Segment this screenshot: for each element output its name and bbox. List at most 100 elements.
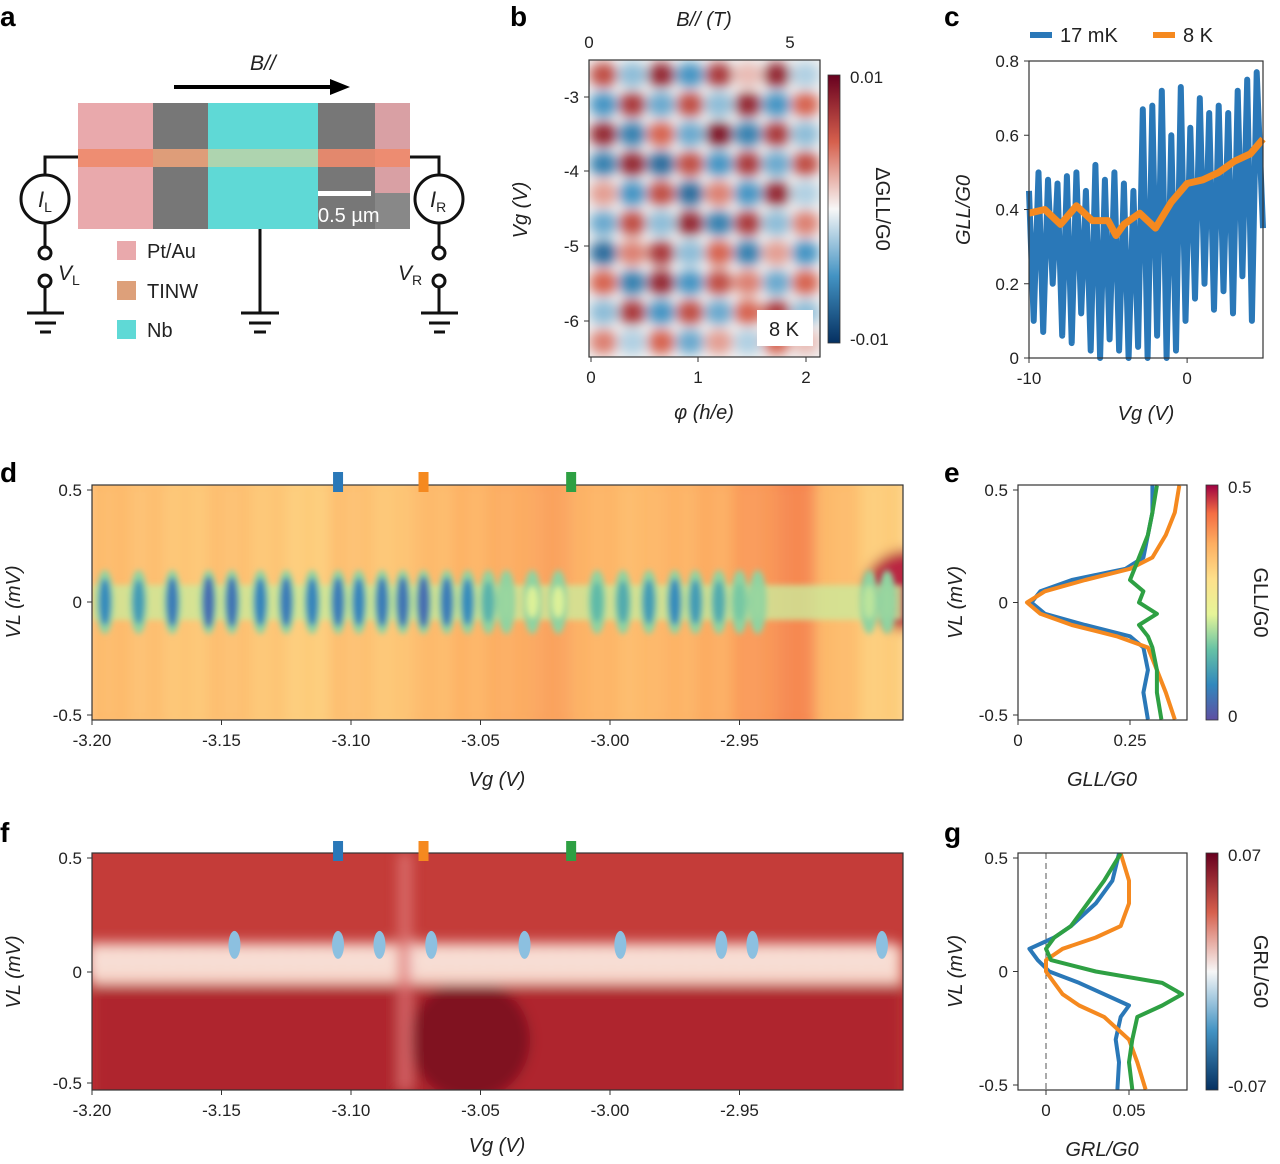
heatmap-cell (618, 62, 647, 88)
c-y-tick-label: 0.4 (995, 201, 1019, 220)
b-top-xlabel: B// (T) (676, 9, 732, 31)
c-y-tick-label: 0.6 (995, 126, 1019, 145)
zero-bias-peak (655, 938, 663, 983)
zero-bias-peak (817, 938, 825, 983)
zero-bias-dip (526, 586, 539, 618)
linecut-marker (566, 841, 577, 861)
linecut-marker (418, 472, 429, 492)
zero-bias-dip (132, 579, 145, 625)
heatmap-cell (705, 270, 733, 296)
b-y-tick-label: -5 (564, 237, 579, 256)
noisy-column (398, 853, 412, 1090)
b-ylabel: Vg (V) (510, 182, 532, 239)
heatmap-cell (589, 240, 618, 266)
plot-g-ylabel: VL (mV) (945, 935, 967, 1008)
terminal-right-2 (431, 273, 447, 289)
zero-bias-dip (552, 586, 565, 618)
b-top-x-tick-label: 0 (584, 33, 593, 52)
voltage-right-label: VR (398, 262, 422, 288)
plot-e-xlabel: GLL/G0 (1067, 769, 1137, 791)
substrate (375, 193, 410, 229)
zero-bias-peak (857, 938, 866, 983)
zero-bias-dip (417, 576, 430, 628)
heatmap-cell (705, 210, 733, 236)
heatmap-cell (762, 240, 791, 266)
heatmap-cell (676, 151, 704, 177)
wire-right (410, 155, 441, 175)
heatmap-cell (618, 92, 647, 118)
heatmap-cell (762, 181, 791, 207)
zero-bias-peak (290, 938, 299, 983)
plot-e-y-tick-label: 0.5 (984, 481, 1008, 500)
heatmap-cell (618, 299, 647, 325)
panel-label-g: g (944, 817, 961, 848)
zero-bias-peak (344, 938, 353, 983)
heatmap-cell (676, 270, 704, 296)
negative-spot (228, 930, 241, 959)
heatmap-cell (618, 151, 647, 177)
heatmap-cell (676, 240, 704, 266)
heatmap-cell (791, 92, 820, 118)
field-arrow-head (330, 79, 350, 95)
zero-bias-dip (616, 580, 629, 624)
dark-region (410, 980, 530, 1090)
heatmap-cell (589, 210, 618, 236)
negative-spot (614, 930, 627, 959)
zero-bias-dip (751, 583, 764, 621)
colorbar-e-title: GLL/G0 (1249, 567, 1271, 637)
heatmap-cell (647, 329, 676, 355)
b-y-tick-label: -6 (564, 312, 579, 331)
heatmap-cell (618, 210, 647, 236)
zero-bias-dip (668, 578, 681, 626)
b-y-tick-label: -4 (564, 162, 579, 181)
zero-bias-peak (169, 938, 177, 983)
zero-bias-peak (776, 938, 785, 983)
ground-right-icon (421, 311, 458, 334)
heatmap-cell (762, 270, 791, 296)
series-line-17mk (1026, 69, 1266, 361)
plot-e-ylabel: VL (mV) (945, 566, 967, 639)
heatmap-cell (705, 181, 733, 207)
legend-label-nb: Nb (147, 320, 173, 342)
linecut-marker (333, 841, 344, 861)
zero-bias-peak (682, 938, 690, 983)
current-right-label: IR (430, 187, 446, 215)
heatmap-cell (676, 121, 704, 147)
linecut-blue (1029, 485, 1155, 720)
heatmap-cell (618, 240, 647, 266)
zero-bias-dip (306, 577, 319, 627)
zero-bias-peak (452, 938, 461, 983)
ground-center-icon (241, 311, 279, 334)
linecut-blue (1027, 853, 1131, 1090)
zero-bias-peak (182, 938, 191, 983)
c-x-tick-label: 0 (1182, 369, 1191, 388)
zero-bias-peak (533, 938, 542, 983)
plot-g-x-tick-label: 0 (1041, 1101, 1050, 1120)
colorbar-g (1205, 852, 1219, 1091)
heatmap-cell (589, 181, 618, 207)
heatmap-cell (647, 210, 676, 236)
heatmap-cell (705, 62, 733, 88)
panel-label-d: d (0, 457, 17, 488)
c-y-tick-label: 0.2 (995, 275, 1019, 294)
d-y-tick-label: 0.5 (58, 481, 82, 500)
heatmap-cell (647, 62, 676, 88)
legend-swatch-pt-au (117, 241, 136, 260)
zero-bias-peak (695, 938, 704, 983)
zero-bias-dip (225, 576, 238, 628)
zero-bias-peak (358, 938, 366, 983)
plot-g-y-tick-label: -0.5 (979, 1076, 1008, 1095)
field-label: B// (250, 52, 278, 75)
d-x-tick-label: -3.15 (202, 731, 241, 750)
heatmap-cell (676, 210, 704, 236)
b-y-tick-label: -3 (564, 88, 579, 107)
b-x-tick-label: 1 (693, 368, 702, 387)
zero-bias-peak (628, 938, 636, 983)
f-y-tick-label: 0.5 (58, 849, 82, 868)
legend-label: 8 K (1183, 25, 1214, 47)
legend-label: 17 mK (1060, 25, 1118, 47)
pt-au-right-contact (375, 103, 410, 193)
c-ylabel: GLL/G0 (953, 175, 975, 245)
zero-bias-peak (506, 938, 515, 983)
zero-bias-peak (763, 938, 771, 983)
